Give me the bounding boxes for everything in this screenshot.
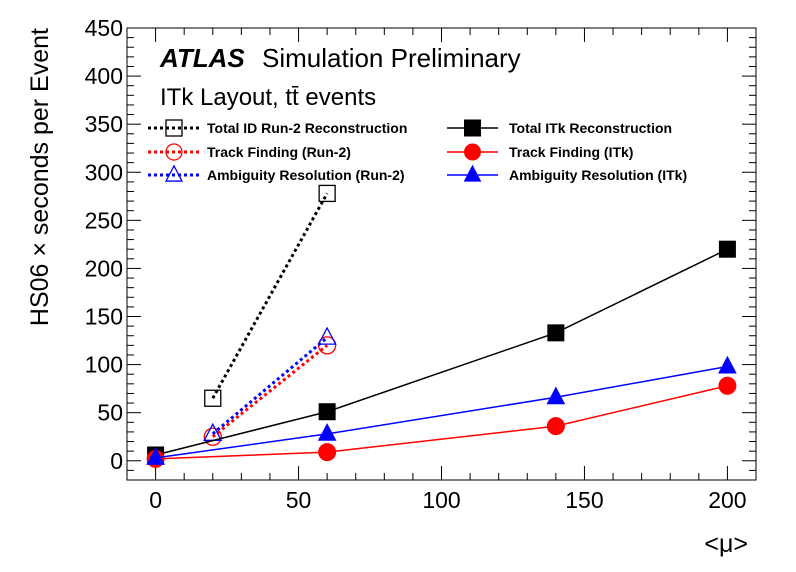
data-point — [464, 119, 481, 137]
data-point — [546, 417, 565, 436]
data-point — [718, 355, 737, 374]
legend-entry: Track Finding (ITk) — [447, 143, 633, 161]
y-axis-title: HS06 × seconds per Event — [26, 28, 54, 326]
data-point — [718, 240, 736, 258]
data-point — [463, 164, 482, 182]
y-tick-label: 350 — [85, 111, 123, 137]
data-point — [318, 184, 336, 203]
data-point — [317, 326, 337, 345]
series-line — [155, 385, 728, 460]
y-tick-label: 250 — [85, 207, 123, 233]
series-2 — [203, 326, 337, 441]
data-point — [204, 389, 222, 407]
data-point — [318, 443, 337, 462]
legend-label: Ambiguity Resolution (ITk) — [509, 167, 687, 183]
series-3 — [147, 240, 736, 464]
data-point — [317, 336, 337, 355]
series-line — [211, 192, 329, 399]
series-5 — [146, 355, 737, 465]
series-line — [211, 336, 329, 435]
data-point — [164, 164, 184, 182]
series-0 — [204, 184, 336, 407]
legend-label: Ambiguity Resolution (Run-2) — [207, 167, 405, 183]
series-line — [155, 365, 728, 459]
data-point — [718, 376, 737, 395]
legend-label: Track Finding (ITk) — [509, 144, 633, 160]
legend-entry: Total ID Run-2 Reconstruction — [148, 119, 407, 137]
legend-entry: Ambiguity Resolution (ITk) — [447, 164, 687, 183]
y-tick-label: 50 — [97, 400, 123, 426]
y-tick-label: 100 — [85, 352, 123, 378]
atlas-label: ATLAS — [159, 43, 245, 73]
y-tick-label: 300 — [85, 159, 123, 185]
simulation-label: Simulation Preliminary — [262, 43, 521, 73]
y-tick-label: 0 — [110, 448, 123, 474]
y-tick-label: 150 — [85, 304, 123, 330]
layout-label: ITk Layout, tt̄ events — [160, 84, 376, 111]
data-point — [318, 403, 336, 421]
data-point — [464, 143, 481, 161]
series-line — [155, 248, 728, 456]
data-point — [165, 119, 183, 137]
x-tick-label: 150 — [565, 487, 603, 513]
legend-entry: Ambiguity Resolution (Run-2) — [148, 164, 405, 183]
data-point — [546, 386, 566, 405]
x-tick-label: 100 — [422, 487, 460, 513]
y-tick-label: 450 — [85, 15, 123, 41]
y-tick-label: 200 — [85, 255, 123, 281]
data-point — [165, 143, 183, 161]
series-1 — [203, 336, 337, 446]
series-layer — [146, 184, 737, 468]
y-tick-label: 400 — [85, 63, 123, 89]
x-tick-label: 50 — [286, 487, 312, 513]
x-tick-label: 0 — [149, 487, 162, 513]
x-axis-title: <μ> — [704, 530, 748, 558]
data-point — [146, 447, 165, 465]
legend-label: Total ID Run-2 Reconstruction — [207, 120, 407, 136]
legend-entry: Total ITk Reconstruction — [447, 119, 672, 137]
data-point — [203, 427, 222, 446]
data-point — [317, 423, 337, 441]
legend-label: Track Finding (Run-2) — [207, 144, 351, 160]
series-4 — [146, 376, 737, 468]
legend: Total ID Run-2 Reconstruction Track Findi… — [148, 119, 687, 183]
series-line — [211, 344, 329, 438]
axes: 0 50 100 150 200 250 300 350 400 450 0 50 100 150 200 — [85, 15, 757, 513]
x-tick-label: 200 — [708, 487, 746, 513]
data-point — [547, 324, 565, 342]
legend-label: Total ITk Reconstruction — [509, 120, 672, 136]
legend-entry: Track Finding (Run-2) — [148, 143, 351, 161]
